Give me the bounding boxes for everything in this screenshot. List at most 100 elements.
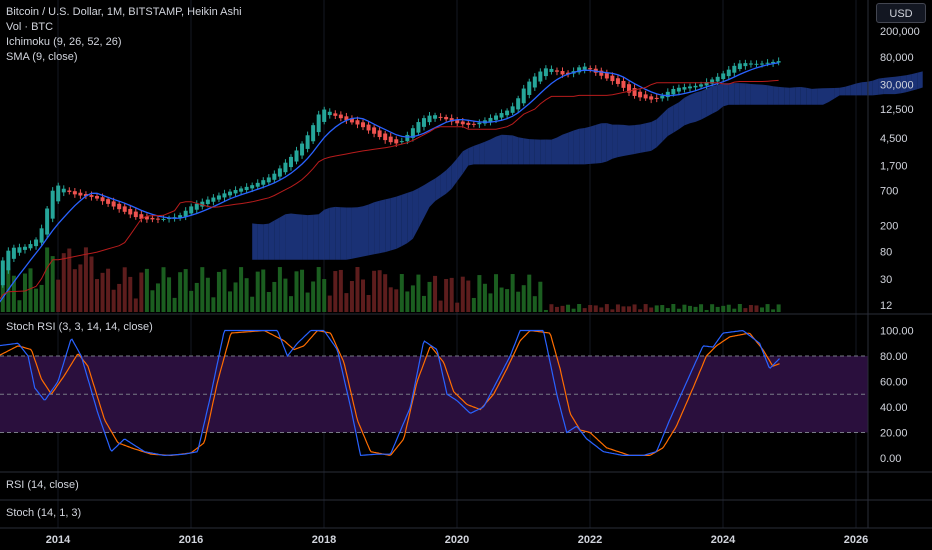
- price-tick-label: 30: [880, 274, 892, 286]
- stoch-tick-label: 80.00: [880, 351, 908, 363]
- volume-bar: [654, 305, 659, 312]
- candle-body: [394, 139, 399, 144]
- volume-bar: [327, 295, 332, 312]
- candle-body: [726, 69, 731, 77]
- cloud-segment: [651, 119, 657, 151]
- volume-bar: [604, 304, 609, 312]
- cloud-segment: [856, 82, 862, 96]
- cloud-segment: [883, 77, 890, 95]
- candle-body: [466, 122, 471, 125]
- cloud-segment: [678, 97, 685, 130]
- volume-bar: [455, 302, 460, 312]
- volume-bar: [178, 272, 183, 312]
- price-tick-label: 12,500: [880, 104, 914, 116]
- stoch-rsi-axis[interactable]: 100.00 80.00 60.00 40.00 20.00 0.00: [880, 326, 914, 466]
- candle-body: [344, 116, 349, 121]
- cloud-segment: [263, 223, 269, 260]
- volume-bar: [311, 281, 316, 312]
- volume-bar: [427, 281, 432, 312]
- candle-body: [34, 239, 39, 247]
- volume-bar: [704, 309, 709, 312]
- time-tick-label: 2020: [445, 534, 469, 546]
- sma-line: [0, 62, 779, 303]
- volume-bar: [28, 268, 33, 312]
- volume-bar: [687, 305, 692, 312]
- time-tick-label: 2016: [179, 534, 203, 546]
- candle-body: [288, 156, 293, 168]
- symbol-title[interactable]: Bitcoin / U.S. Dollar, 1M, BITSTAMP, Hei…: [6, 6, 242, 18]
- candle-body: [106, 199, 111, 204]
- cloud-segment: [518, 137, 524, 165]
- candle-body: [776, 61, 781, 63]
- rsi-label[interactable]: RSI (14, close): [6, 479, 79, 491]
- price-axis[interactable]: 200,000 80,000 30,000 12,500 4,500 1,700 700 20…: [880, 26, 920, 312]
- grid-lines: [57, 0, 857, 528]
- ichimoku-legend[interactable]: Ichimoku (9, 26, 52, 26): [6, 36, 122, 48]
- cloud-segment: [557, 134, 563, 165]
- volume-bar: [516, 291, 521, 312]
- volume-bar: [638, 309, 643, 312]
- volume-bar: [449, 277, 454, 312]
- cloud-segment: [573, 128, 580, 165]
- volume-bar: [300, 269, 305, 312]
- volume-bar: [527, 274, 532, 312]
- candle-body: [699, 84, 704, 87]
- time-axis[interactable]: 2014 2016 2018 2020 2022 2024 2026: [46, 534, 868, 546]
- currency-button[interactable]: USD: [876, 3, 926, 23]
- candle-body: [388, 136, 393, 143]
- volume-bar: [399, 274, 404, 312]
- volume-bar: [632, 304, 637, 312]
- heikin-ashi-candles: [0, 57, 781, 288]
- cloud-segment: [340, 207, 347, 260]
- candle-body: [449, 118, 454, 122]
- cloud-segment: [845, 85, 851, 96]
- stoch-tick-label: 20.00: [880, 428, 908, 440]
- volume-bar: [128, 276, 133, 312]
- volume-bar: [22, 273, 27, 312]
- candle-body: [322, 109, 327, 122]
- candle-body: [399, 141, 404, 143]
- volume-bar: [466, 280, 471, 312]
- price-tick-label: 12: [880, 300, 892, 312]
- candle-body: [349, 118, 354, 123]
- cloud-segment: [313, 214, 319, 260]
- candle-body: [327, 111, 332, 116]
- stoch-rsi-label[interactable]: Stoch RSI (3, 3, 14, 14, close): [6, 321, 153, 333]
- candle-body: [50, 190, 55, 219]
- cloud-segment: [390, 196, 397, 251]
- time-tick-label: 2018: [312, 534, 336, 546]
- candle-body: [89, 195, 94, 197]
- candle-body: [460, 121, 465, 125]
- volume-bar: [433, 275, 438, 312]
- candle-body: [671, 88, 676, 95]
- volume-legend[interactable]: Vol · BTC: [6, 21, 54, 33]
- sma-legend[interactable]: SMA (9, close): [6, 51, 78, 63]
- volume-bar: [122, 267, 127, 312]
- volume-bar: [100, 272, 105, 312]
- candle-body: [122, 206, 127, 212]
- cloud-segment: [512, 135, 519, 165]
- volume-bar: [322, 279, 327, 312]
- volume-bar: [743, 308, 748, 312]
- candle-body: [765, 62, 770, 64]
- candle-body: [682, 87, 687, 90]
- stoch-label[interactable]: Stoch (14, 1, 3): [6, 507, 82, 519]
- cloud-segment: [501, 134, 508, 165]
- volume-bar: [438, 300, 443, 312]
- cloud-segment: [568, 130, 574, 165]
- candle-body: [272, 173, 277, 180]
- candle-body: [471, 123, 476, 125]
- cloud-segment: [723, 83, 729, 107]
- indicator-lines: [0, 62, 779, 303]
- cloud-segment: [363, 204, 369, 257]
- volume-bar: [532, 296, 537, 312]
- candle-body: [760, 63, 765, 65]
- candle-body: [604, 73, 609, 79]
- volume-bar: [494, 274, 499, 312]
- cloud-segment: [429, 178, 436, 207]
- time-tick-label: 2014: [46, 534, 71, 546]
- volume-bar: [50, 256, 55, 312]
- candle-body: [710, 79, 715, 84]
- time-tick-label: 2022: [578, 534, 602, 546]
